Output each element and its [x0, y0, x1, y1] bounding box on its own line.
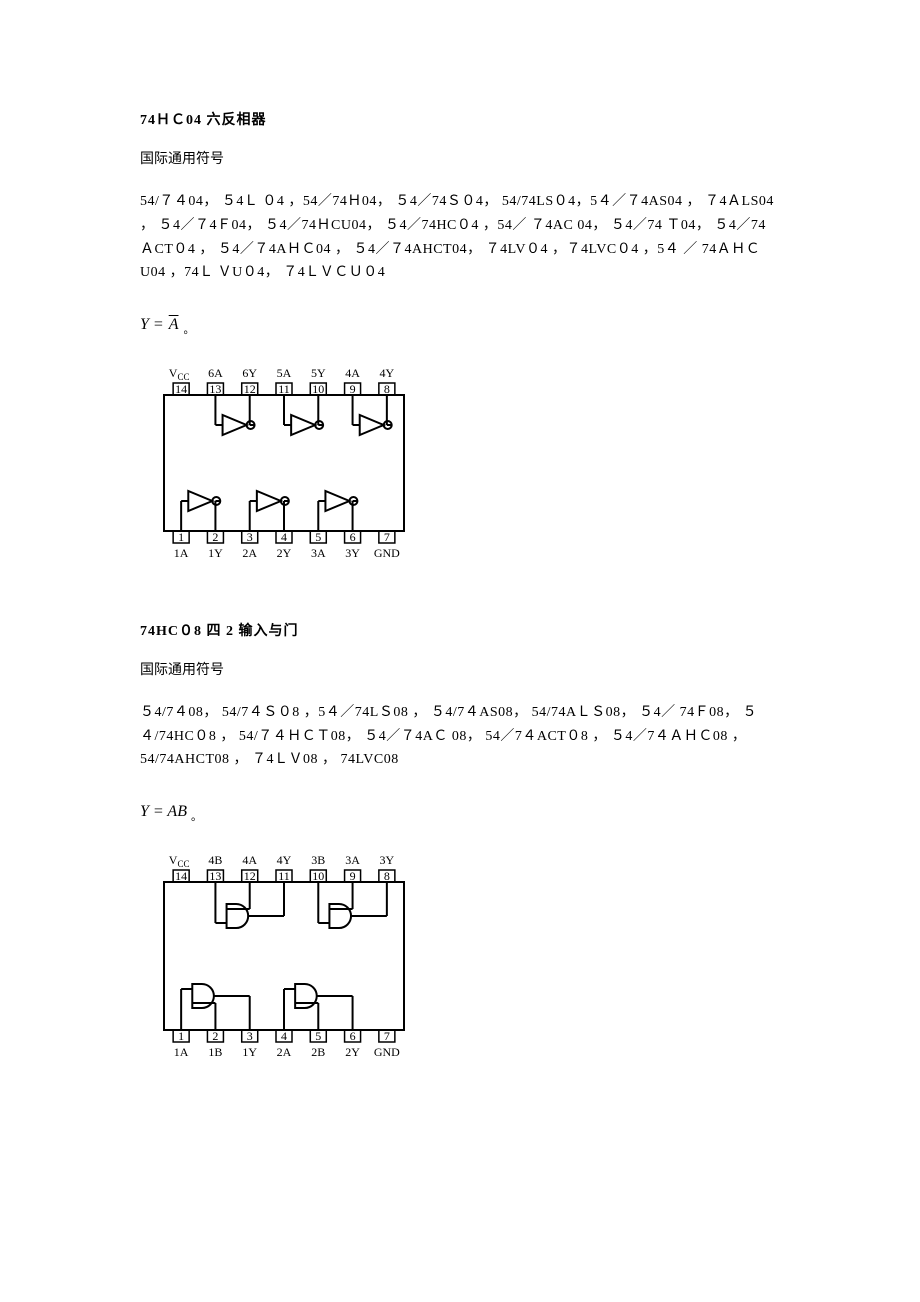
svg-text:1A: 1A [174, 1045, 189, 1059]
section1-subhead: 国际通用符号 [140, 149, 780, 170]
svg-text:3Y: 3Y [380, 853, 395, 867]
svg-text:9: 9 [350, 382, 356, 396]
formula-rhs-overline: A [168, 313, 180, 337]
svg-text:7: 7 [384, 1029, 390, 1043]
section2-parts-list: ５4/7４08， 54/7４Ｓ０8 ，5４／74LＳ08 ， ５4/7４AS08… [140, 701, 780, 772]
svg-text:VCC: VCC [169, 366, 190, 382]
svg-text:1: 1 [178, 1029, 184, 1043]
svg-text:9: 9 [350, 869, 356, 883]
svg-text:1A: 1A [174, 546, 189, 560]
svg-text:5: 5 [315, 530, 321, 544]
svg-text:10: 10 [312, 869, 324, 883]
svg-text:GND: GND [374, 1045, 400, 1059]
section1-formula: Y = A 。 [140, 313, 780, 339]
svg-text:3: 3 [247, 1029, 253, 1043]
svg-text:12: 12 [244, 382, 256, 396]
svg-text:GND: GND [374, 546, 400, 560]
section1-title: 74ＨＣ04 六反相器 [140, 110, 780, 131]
svg-text:3A: 3A [345, 853, 360, 867]
svg-text:2A: 2A [277, 1045, 292, 1059]
svg-text:1Y: 1Y [208, 546, 223, 560]
formula-tail: 。 [191, 811, 202, 823]
svg-text:2A: 2A [242, 546, 257, 560]
svg-text:7: 7 [384, 530, 390, 544]
svg-text:4Y: 4Y [380, 366, 395, 380]
svg-text:2B: 2B [311, 1045, 325, 1059]
svg-text:5: 5 [315, 1029, 321, 1043]
svg-text:6: 6 [350, 1029, 356, 1043]
svg-text:4B: 4B [208, 853, 222, 867]
svg-text:3B: 3B [311, 853, 325, 867]
svg-text:5A: 5A [277, 366, 292, 380]
svg-text:6: 6 [350, 530, 356, 544]
svg-text:2Y: 2Y [277, 546, 292, 560]
svg-text:1: 1 [178, 530, 184, 544]
formula-eq: = [153, 803, 164, 820]
section1-chip-diagram: VCC14 6A 13 6Y 12 5A 11 5Y 10 4A 9 4Y 8 1 1A 2 1Y 3 2A 4 2Y 5… [150, 363, 780, 585]
svg-text:1Y: 1Y [242, 1045, 257, 1059]
svg-text:4: 4 [281, 1029, 287, 1043]
svg-text:8: 8 [384, 869, 390, 883]
svg-text:VCC: VCC [169, 853, 190, 869]
svg-text:1B: 1B [208, 1045, 222, 1059]
svg-text:6A: 6A [208, 366, 223, 380]
svg-text:5Y: 5Y [311, 366, 326, 380]
svg-text:2Y: 2Y [345, 1045, 360, 1059]
formula-eq: = [153, 316, 164, 333]
svg-text:3Y: 3Y [345, 546, 360, 560]
svg-text:3: 3 [247, 530, 253, 544]
svg-text:4A: 4A [345, 366, 360, 380]
svg-text:8: 8 [384, 382, 390, 396]
svg-text:4A: 4A [242, 853, 257, 867]
svg-text:4: 4 [281, 530, 287, 544]
svg-text:4Y: 4Y [277, 853, 292, 867]
svg-text:13: 13 [209, 869, 221, 883]
formula-rhs: AB [167, 803, 187, 820]
section2-title: 74HC０8 四 2 输入与门 [140, 621, 780, 642]
formula-lhs: Y [140, 803, 149, 820]
svg-text:14: 14 [175, 382, 187, 396]
svg-text:11: 11 [278, 869, 290, 883]
svg-text:2: 2 [212, 1029, 218, 1043]
svg-text:3A: 3A [311, 546, 326, 560]
formula-lhs: Y [140, 316, 149, 333]
section1-parts-list: 54/７４04， ５4Ｌ ０4 ，54／74Ｈ04， ５4／74Ｓ０4， 54/… [140, 190, 780, 285]
svg-text:13: 13 [209, 382, 221, 396]
svg-text:10: 10 [312, 382, 324, 396]
section2-formula: Y = AB 。 [140, 800, 780, 826]
svg-text:11: 11 [278, 382, 290, 396]
svg-text:2: 2 [212, 530, 218, 544]
formula-tail: 。 [183, 324, 194, 336]
svg-text:12: 12 [244, 869, 256, 883]
svg-text:6Y: 6Y [242, 366, 257, 380]
section2-chip-diagram: VCC14 4B 13 4A 12 4Y 11 3B 10 3A 9 3Y 8 1 1A 2 1B 3 1Y 4 2A 5… [150, 850, 780, 1087]
section2-subhead: 国际通用符号 [140, 660, 780, 681]
svg-text:14: 14 [175, 869, 187, 883]
